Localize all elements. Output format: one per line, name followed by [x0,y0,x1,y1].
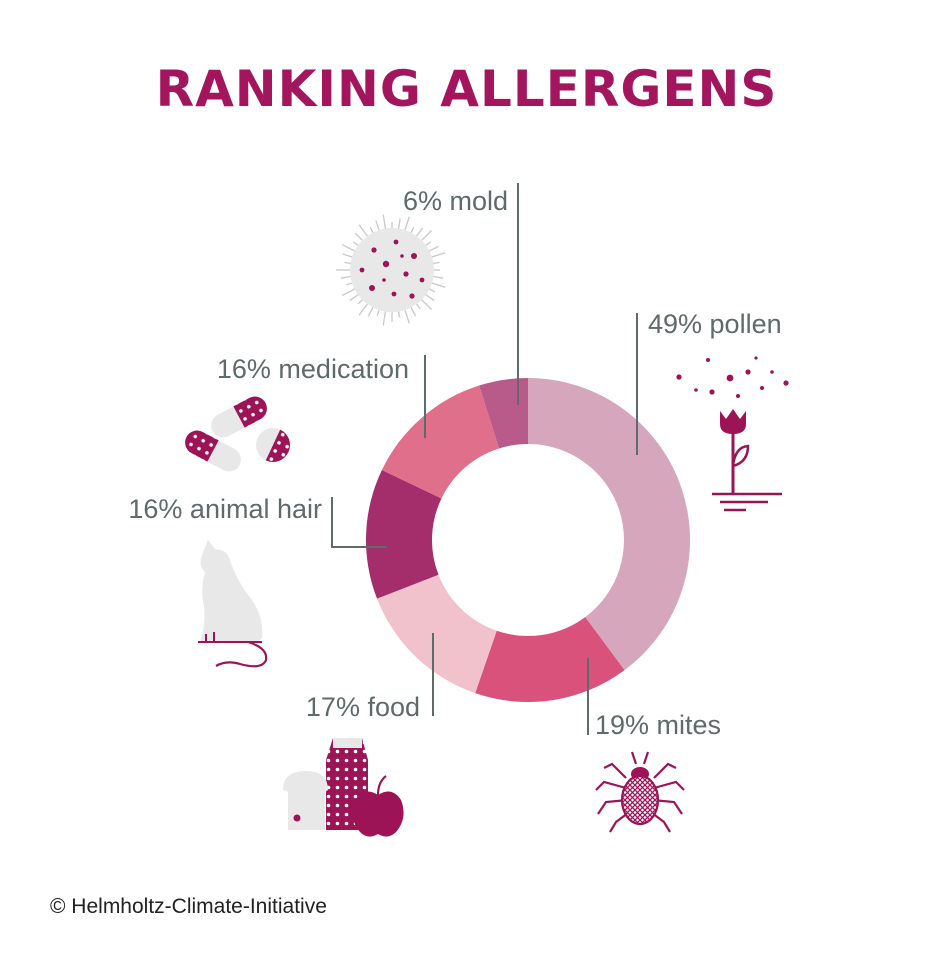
label-animal-hair: 16% animal hair [128,494,322,524]
flower-pollen-icon [676,356,789,512]
label-medication: 16% medication [217,354,409,384]
slice-mold [479,378,528,449]
mite-icon [595,751,685,833]
cat-icon [198,540,268,668]
slice-medication [381,385,500,499]
pills-icon [185,396,290,472]
copyright-notice: © Helmholtz-Climate-Initiative [50,895,327,918]
donut-slices [366,378,691,702]
mold-spore-icon [336,214,446,326]
label-food: 17% food [306,692,420,722]
food-icon [283,738,404,837]
slice-food [376,574,497,694]
label-mold: 6% mold [403,186,508,216]
slice-pollen [528,378,691,671]
chart-title: RANKING ALLERGENS [155,60,778,118]
label-mites: 19% mites [595,710,721,740]
leader-lines [331,183,638,735]
slice-animal-hair [366,469,442,599]
leader-line-animal-hair [331,497,387,548]
label-pollen: 49% pollen [648,309,782,339]
